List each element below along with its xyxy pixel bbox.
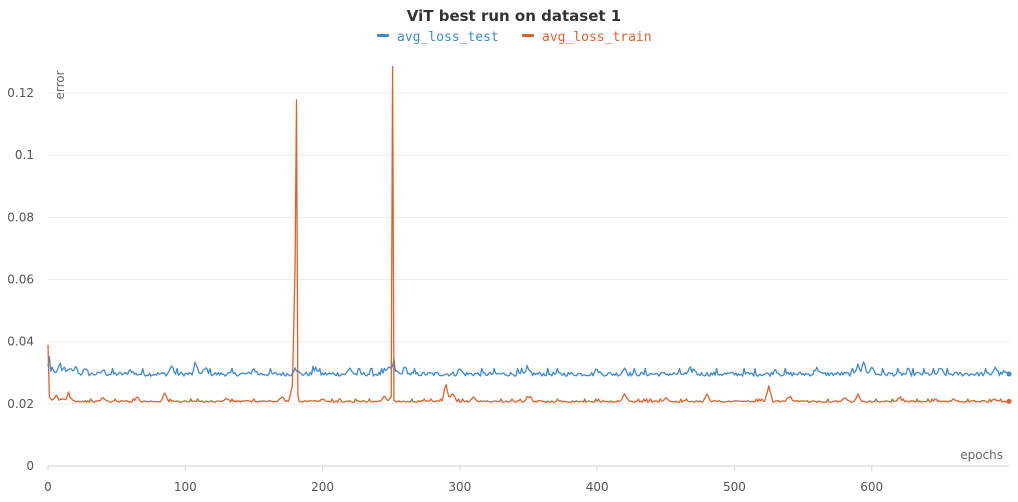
y-tick-label: 0.12 bbox=[7, 86, 34, 100]
x-tick-label: 0 bbox=[44, 480, 52, 494]
series-line-avg-loss-train[interactable] bbox=[47, 66, 1010, 403]
axes: 0 0.02 0.04 0.06 0.08 0.1 0.12 0 100 200 300 400 500… bbox=[7, 86, 1009, 494]
grid-lines bbox=[48, 92, 1009, 405]
x-tick-label: 100 bbox=[174, 480, 197, 494]
legend: avg_loss_test avg_loss_train bbox=[377, 30, 652, 45]
x-tick-label: 300 bbox=[448, 480, 471, 494]
legend-label-avg-loss-test: avg_loss_test bbox=[397, 30, 499, 45]
series-end-point bbox=[1006, 371, 1012, 377]
x-tick-label: 500 bbox=[723, 480, 746, 494]
x-axis-label: epochs bbox=[960, 448, 1003, 462]
legend-label-avg-loss-train: avg_loss_train bbox=[542, 30, 652, 45]
y-tick-label: 0.04 bbox=[7, 335, 34, 349]
y-tick-label: 0.08 bbox=[7, 210, 34, 224]
x-tick-label: 200 bbox=[311, 480, 334, 494]
series-lines bbox=[47, 66, 1012, 404]
legend-swatch-avg-loss-train bbox=[522, 34, 534, 37]
y-tick-label: 0.02 bbox=[7, 397, 34, 411]
y-tick-label: 0.1 bbox=[15, 148, 34, 162]
x-tick-label: 400 bbox=[586, 480, 609, 494]
legend-item-avg-loss-test[interactable]: avg_loss_test bbox=[377, 30, 499, 45]
legend-item-avg-loss-train[interactable]: avg_loss_train bbox=[522, 30, 652, 45]
x-tick-label: 600 bbox=[860, 480, 883, 494]
chart-title: ViT best run on dataset 1 bbox=[407, 7, 621, 25]
legend-swatch-avg-loss-test bbox=[377, 34, 389, 37]
y-axis-label: error bbox=[53, 70, 67, 99]
y-tick-label: 0.06 bbox=[7, 273, 34, 287]
y-tick-label: 0 bbox=[26, 459, 34, 473]
series-end-point bbox=[1006, 398, 1012, 404]
series-line-avg-loss-test[interactable] bbox=[47, 355, 1010, 377]
